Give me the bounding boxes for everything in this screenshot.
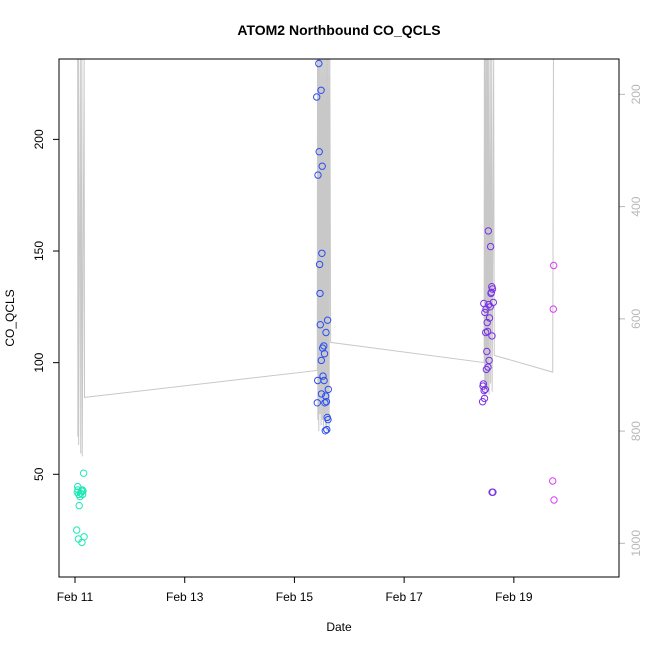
data-point (313, 93, 321, 101)
data-point (79, 487, 87, 495)
data-point (483, 327, 492, 336)
data-point (550, 496, 558, 504)
data-point (73, 526, 81, 534)
data-point (489, 298, 497, 307)
data-point (79, 469, 88, 477)
data-point (317, 356, 325, 365)
flight-track-layer (77, 58, 554, 457)
data-point (482, 328, 490, 337)
data-point (80, 533, 88, 541)
data-point (78, 486, 86, 494)
data-point (320, 342, 328, 350)
data-point (483, 318, 491, 327)
data-point (320, 350, 329, 358)
flight-track-line (77, 58, 554, 457)
data-point (485, 356, 493, 365)
data-point (322, 398, 331, 406)
data-point (316, 289, 324, 298)
y-tick-label: 50 (32, 467, 46, 481)
data-point (75, 501, 83, 510)
axes-layer: Feb 11 Feb 13 Feb 15 Feb 17 Feb 19 50 100 150 20… (32, 84, 643, 604)
data-point (485, 314, 494, 322)
data-point (318, 162, 326, 170)
data-point (481, 385, 489, 394)
plot-frame (58, 58, 620, 578)
data-point (322, 392, 330, 400)
chart-title: ATOM2 Northbound CO_QCLS (237, 22, 440, 38)
data-point (317, 390, 326, 398)
y-axis-label: CO_QCLS (3, 289, 17, 346)
data-point (315, 59, 323, 68)
data-point (313, 399, 321, 407)
x-tick-label: Feb 11 (57, 590, 94, 604)
data-point (315, 148, 323, 156)
data-point (481, 308, 489, 317)
data-point (78, 490, 87, 499)
data-point (318, 249, 326, 258)
data-point (485, 300, 493, 309)
x-tick-label: Feb 17 (385, 590, 423, 604)
data-point (316, 321, 324, 329)
data-point (483, 347, 491, 356)
data-point (549, 305, 557, 313)
x-tick-label: Feb 19 (495, 590, 533, 604)
data-point (480, 386, 488, 395)
y2-tick-label: 200 (629, 84, 643, 104)
x-tick-label: Feb 15 (276, 590, 314, 604)
data-point (489, 488, 497, 496)
data-point (549, 477, 557, 485)
points-layer (73, 59, 558, 547)
y2-tick-label: 1000 (629, 530, 643, 557)
data-point (488, 332, 496, 340)
data-point (484, 227, 492, 235)
data-point (322, 328, 330, 337)
data-point (324, 385, 332, 394)
data-point (323, 425, 331, 434)
data-point (314, 171, 322, 179)
data-point (321, 427, 329, 435)
data-point (487, 288, 496, 296)
y2-tick-label: 800 (629, 421, 643, 441)
y-tick-label: 100 (32, 352, 46, 372)
x-tick-label: Feb 13 (166, 590, 204, 604)
data-point (320, 376, 328, 385)
y2-tick-label: 600 (629, 309, 643, 329)
data-point (323, 316, 332, 324)
x-axis-label: Date (326, 620, 352, 634)
data-point (480, 394, 489, 403)
y2-tick-label: 400 (629, 196, 643, 216)
data-point (550, 261, 558, 270)
data-point (317, 86, 325, 95)
data-point (486, 242, 495, 251)
data-point (319, 372, 327, 380)
y-tick-label: 200 (32, 129, 46, 149)
data-point (324, 415, 332, 424)
data-point (315, 260, 324, 269)
data-point (482, 365, 491, 374)
data-point (488, 285, 497, 293)
y-tick-label: 150 (32, 241, 46, 261)
